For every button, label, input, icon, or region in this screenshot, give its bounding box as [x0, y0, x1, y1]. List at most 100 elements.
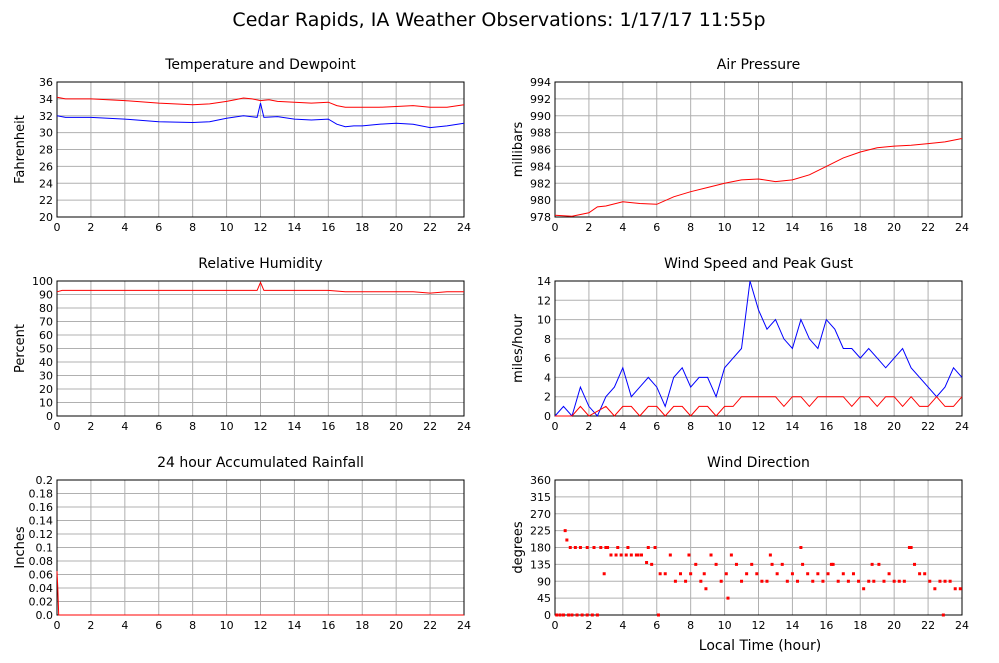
data-point: [558, 613, 562, 617]
data-point: [636, 553, 640, 557]
data-point: [684, 579, 688, 583]
x-tick-label: 4: [121, 221, 128, 234]
chart-title: Air Pressure: [717, 57, 800, 73]
data-point: [811, 579, 815, 583]
x-tick-label: 8: [189, 221, 196, 234]
y-tick-label: 135: [530, 558, 551, 571]
y-tick-label: 30: [39, 127, 53, 140]
y-tick-label: 0: [46, 410, 53, 423]
y-tick-label: 0.16: [29, 501, 54, 514]
data-point: [799, 546, 803, 549]
chart-title: Wind Direction: [707, 455, 810, 471]
data-point: [870, 562, 874, 566]
y-tick-label: 2: [544, 391, 551, 404]
data-point: [831, 562, 835, 566]
x-tick-label: 12: [752, 619, 766, 632]
x-tick-label: 6: [653, 221, 660, 234]
y-tick-label: 0.14: [29, 515, 54, 528]
data-point: [575, 613, 579, 617]
data-point: [780, 562, 784, 566]
data-point: [694, 562, 698, 566]
data-point: [626, 546, 630, 549]
data-point: [806, 572, 810, 576]
data-point: [745, 572, 749, 576]
data-point: [646, 546, 650, 549]
x-tick-label: 14: [785, 420, 799, 433]
x-tick-label: 18: [355, 221, 369, 234]
data-point: [673, 579, 677, 583]
data-point: [639, 553, 643, 557]
y-tick-label: 992: [530, 93, 551, 106]
data-point: [592, 546, 596, 549]
x-tick-label: 22: [921, 420, 935, 433]
data-point: [561, 613, 565, 617]
data-point: [729, 553, 733, 557]
data-point: [775, 572, 779, 576]
x-tick-label: 20: [389, 221, 403, 234]
y-tick-label: 0.04: [29, 582, 54, 595]
y-tick-label: 0.2: [36, 474, 54, 487]
data-point: [590, 613, 594, 617]
chart-title: Relative Humidity: [198, 256, 322, 272]
x-tick-label: 24: [955, 619, 969, 632]
data-point: [563, 529, 567, 533]
data-point: [836, 579, 840, 583]
y-tick-label: 0.12: [29, 528, 54, 541]
series-line-0: [554, 280, 963, 418]
data-point: [599, 546, 603, 549]
plot-frame: [56, 81, 465, 218]
y-tick-label: 34: [39, 93, 53, 106]
data-point: [602, 572, 606, 576]
x-tick-label: 6: [653, 619, 660, 632]
y-axis-label: Percent: [13, 324, 28, 373]
data-point: [790, 572, 794, 576]
series-line-1: [555, 395, 963, 417]
x-tick-label: 0: [552, 420, 559, 433]
x-tick-label: 10: [718, 221, 732, 234]
data-point: [933, 587, 937, 591]
x-tick-label: 22: [423, 221, 437, 234]
y-tick-label: 0.06: [29, 569, 54, 582]
data-point: [580, 613, 584, 617]
data-point: [595, 613, 599, 617]
x-tick-label: 12: [254, 420, 268, 433]
data-point: [953, 587, 957, 591]
y-tick-label: 10: [537, 314, 551, 327]
y-tick-label: 980: [530, 194, 551, 207]
y-tick-label: 40: [39, 356, 53, 369]
data-point: [857, 579, 861, 583]
x-tick-label: 2: [585, 420, 592, 433]
data-point: [585, 546, 589, 549]
x-tick-label: 20: [389, 420, 403, 433]
x-tick-label: 6: [653, 420, 660, 433]
data-point: [770, 562, 774, 566]
x-tick-label: 24: [955, 420, 969, 433]
y-axis-label: Inches: [13, 526, 28, 568]
y-tick-label: 90: [39, 289, 53, 302]
y-tick-label: 0.1: [36, 542, 54, 555]
plot-frame: [554, 280, 963, 417]
x-tick-label: 10: [220, 619, 234, 632]
x-tick-label: 14: [287, 221, 301, 234]
y-tick-label: 360: [530, 474, 551, 487]
y-tick-label: 60: [39, 329, 53, 342]
y-tick-label: 90: [537, 575, 551, 588]
data-point: [765, 579, 769, 583]
y-tick-label: 982: [530, 177, 551, 190]
x-tick-label: 4: [619, 619, 626, 632]
y-tick-label: 994: [530, 76, 551, 89]
y-tick-label: 32: [39, 110, 53, 123]
data-point: [755, 572, 759, 576]
x-tick-label: 0: [54, 619, 61, 632]
x-tick-label: 0: [552, 221, 559, 234]
data-point: [913, 562, 917, 566]
data-point: [678, 572, 682, 576]
data-point: [892, 579, 896, 583]
x-tick-label: 22: [921, 221, 935, 234]
y-axis-label: millibars: [511, 122, 526, 178]
x-tick-label: 12: [254, 619, 268, 632]
x-tick-label: 2: [585, 221, 592, 234]
x-tick-label: 16: [819, 221, 833, 234]
y-tick-label: 12: [537, 294, 551, 307]
